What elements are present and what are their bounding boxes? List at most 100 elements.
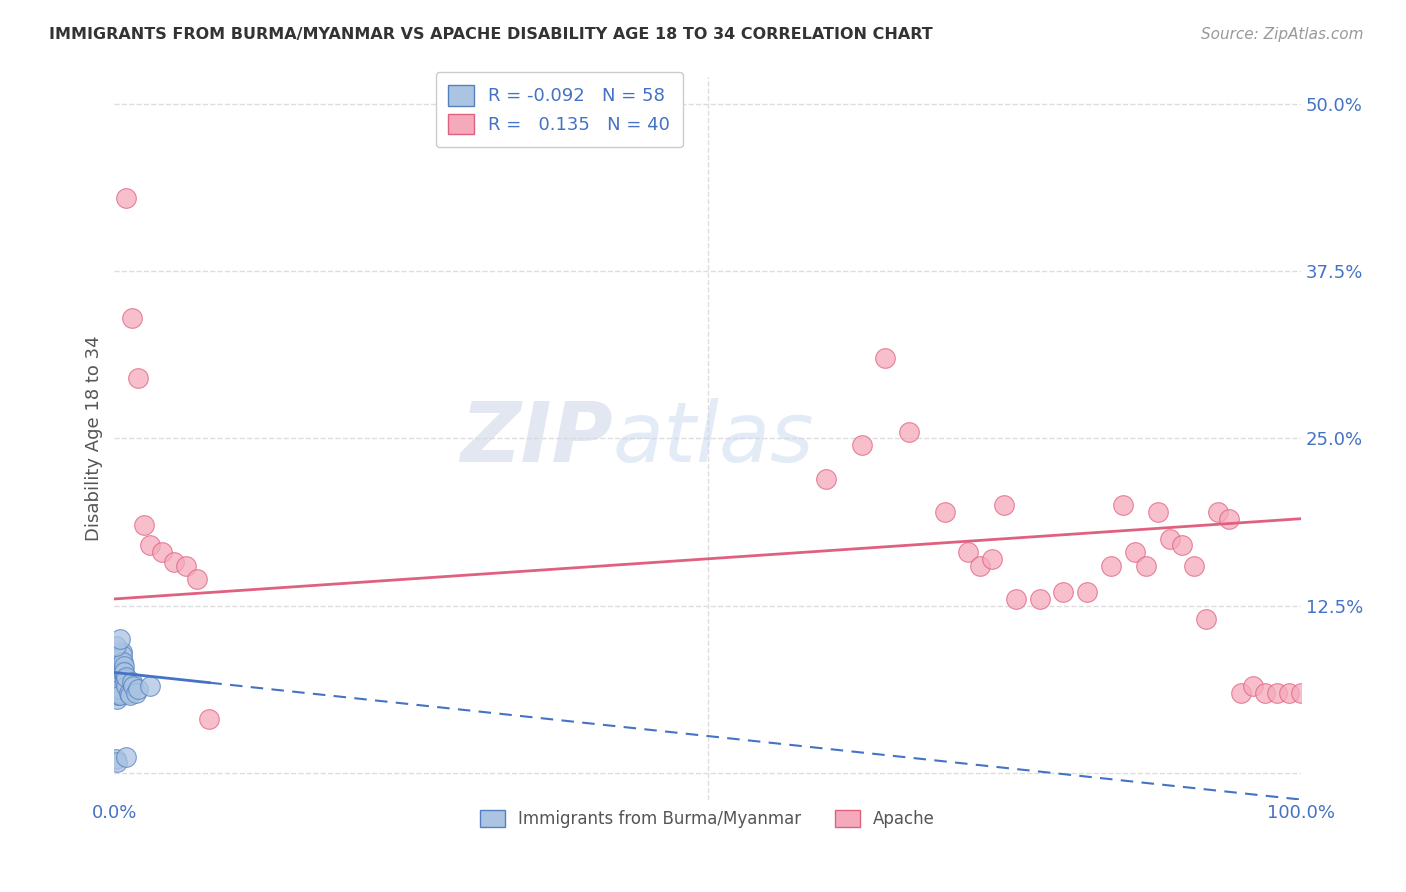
Point: [110, 658, 132, 673]
Point: [163, 554, 186, 568]
Point: [815, 472, 838, 486]
Point: [1159, 532, 1181, 546]
Point: [104, 674, 127, 689]
Point: [1265, 685, 1288, 699]
Point: [107, 674, 129, 689]
Point: [105, 692, 128, 706]
Point: [108, 665, 131, 680]
Point: [1195, 612, 1218, 626]
Point: [957, 545, 980, 559]
Point: [1171, 538, 1194, 552]
Point: [108, 688, 131, 702]
Point: [105, 680, 128, 694]
Point: [107, 669, 129, 683]
Point: [117, 685, 139, 699]
Point: [110, 656, 132, 670]
Text: atlas: atlas: [613, 398, 814, 479]
Point: [105, 684, 128, 698]
Point: [127, 681, 149, 696]
Point: [115, 191, 138, 205]
Point: [105, 755, 128, 769]
Point: [110, 648, 132, 662]
Point: [1076, 585, 1098, 599]
Point: [1182, 558, 1205, 573]
Point: [1112, 499, 1135, 513]
Point: [174, 558, 197, 573]
Point: [851, 438, 873, 452]
Point: [108, 679, 131, 693]
Point: [105, 668, 128, 682]
Point: [115, 679, 138, 693]
Point: [139, 538, 162, 552]
Point: [114, 674, 136, 689]
Point: [112, 658, 135, 673]
Point: [1289, 685, 1312, 699]
Point: [1218, 512, 1240, 526]
Text: IMMIGRANTS FROM BURMA/MYANMAR VS APACHE DISABILITY AGE 18 TO 34 CORRELATION CHAR: IMMIGRANTS FROM BURMA/MYANMAR VS APACHE …: [49, 27, 934, 42]
Point: [110, 645, 132, 659]
Point: [107, 672, 129, 686]
Point: [150, 545, 173, 559]
Point: [1147, 505, 1170, 519]
Point: [108, 682, 131, 697]
Point: [110, 632, 132, 646]
Point: [111, 664, 134, 678]
Point: [198, 712, 221, 726]
Point: [875, 351, 897, 366]
Point: [111, 655, 134, 669]
Point: [104, 665, 127, 680]
Point: [1135, 558, 1157, 573]
Point: [132, 518, 155, 533]
Point: [118, 688, 141, 702]
Point: [186, 572, 208, 586]
Point: [104, 688, 127, 702]
Y-axis label: Disability Age 18 to 34: Disability Age 18 to 34: [86, 335, 103, 541]
Point: [139, 679, 162, 693]
Point: [104, 672, 127, 686]
Point: [104, 669, 127, 683]
Point: [108, 680, 131, 694]
Point: [114, 672, 136, 686]
Point: [107, 673, 129, 688]
Point: [107, 684, 129, 698]
Text: ZIP: ZIP: [460, 398, 613, 479]
Point: [1028, 591, 1050, 606]
Point: [110, 652, 132, 666]
Point: [108, 674, 131, 689]
Point: [115, 669, 138, 683]
Point: [105, 673, 128, 688]
Point: [1254, 685, 1277, 699]
Point: [104, 685, 127, 699]
Point: [104, 679, 127, 693]
Point: [898, 425, 921, 439]
Point: [110, 661, 132, 675]
Point: [110, 688, 132, 702]
Point: [993, 499, 1015, 513]
Legend: Immigrants from Burma/Myanmar, Apache: Immigrants from Burma/Myanmar, Apache: [474, 803, 942, 835]
Point: [112, 665, 135, 680]
Text: Source: ZipAtlas.com: Source: ZipAtlas.com: [1201, 27, 1364, 42]
Point: [1005, 591, 1028, 606]
Point: [1241, 679, 1264, 693]
Point: [104, 682, 127, 697]
Point: [110, 681, 132, 696]
Point: [107, 676, 129, 690]
Point: [121, 311, 143, 326]
Point: [122, 679, 145, 693]
Point: [107, 681, 129, 696]
Point: [105, 671, 128, 685]
Point: [1123, 545, 1146, 559]
Point: [105, 677, 128, 691]
Point: [110, 685, 132, 699]
Point: [969, 558, 991, 573]
Point: [1206, 505, 1229, 519]
Point: [105, 676, 128, 690]
Point: [121, 674, 143, 689]
Point: [1278, 685, 1301, 699]
Point: [125, 685, 148, 699]
Point: [127, 371, 149, 385]
Point: [104, 752, 127, 766]
Point: [1099, 558, 1122, 573]
Point: [1230, 685, 1253, 699]
Point: [104, 639, 127, 653]
